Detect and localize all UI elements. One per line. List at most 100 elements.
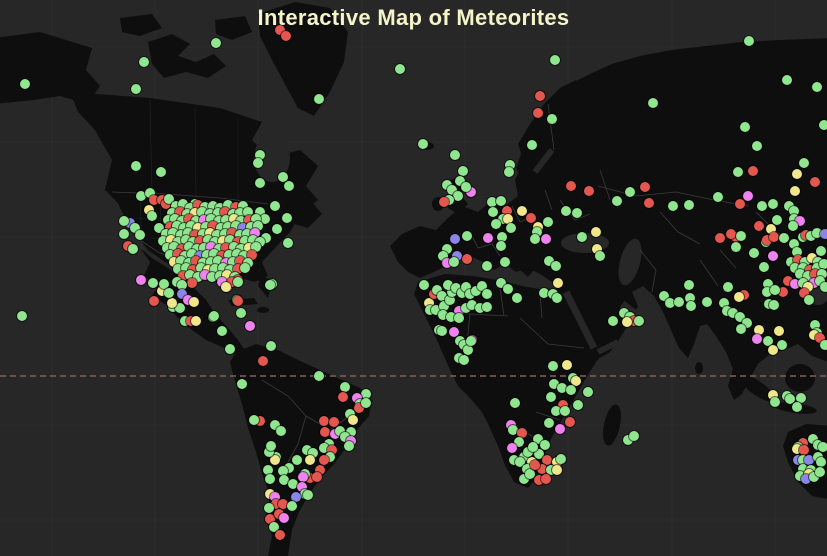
meteorite-point[interactable] xyxy=(461,182,471,192)
meteorite-point[interactable] xyxy=(168,228,178,238)
meteorite-point[interactable] xyxy=(279,475,289,485)
meteorite-point[interactable] xyxy=(260,214,270,224)
meteorite-point[interactable] xyxy=(255,416,265,426)
meteorite-point[interactable] xyxy=(180,316,190,326)
meteorite-point[interactable] xyxy=(819,259,827,269)
meteorite-point[interactable] xyxy=(233,277,243,287)
meteorite-point[interactable] xyxy=(471,286,481,296)
meteorite-point[interactable] xyxy=(255,237,265,247)
meteorite-point[interactable] xyxy=(634,316,644,326)
meteorite-point[interactable] xyxy=(790,186,800,196)
meteorite-point[interactable] xyxy=(237,379,247,389)
meteorite-point[interactable] xyxy=(302,445,312,455)
meteorite-point[interactable] xyxy=(270,201,280,211)
meteorite-point[interactable] xyxy=(131,84,141,94)
meteorite-point[interactable] xyxy=(235,256,245,266)
meteorite-point[interactable] xyxy=(227,228,237,238)
meteorite-point[interactable] xyxy=(553,278,563,288)
meteorite-point[interactable] xyxy=(195,236,205,246)
meteorite-point[interactable] xyxy=(197,207,207,217)
meteorite-point[interactable] xyxy=(264,447,274,457)
meteorite-point[interactable] xyxy=(136,191,146,201)
meteorite-point[interactable] xyxy=(205,228,215,238)
meteorite-point[interactable] xyxy=(193,200,203,210)
meteorite-point[interactable] xyxy=(795,269,805,279)
meteorite-point[interactable] xyxy=(496,196,506,206)
meteorite-point[interactable] xyxy=(320,427,330,437)
meteorite-point[interactable] xyxy=(177,244,187,254)
meteorite-point[interactable] xyxy=(201,222,211,232)
meteorite-point[interactable] xyxy=(795,216,805,226)
meteorite-point[interactable] xyxy=(461,303,471,313)
meteorite-point[interactable] xyxy=(190,208,200,218)
meteorite-point[interactable] xyxy=(233,296,243,306)
meteorite-point[interactable] xyxy=(136,275,146,285)
meteorite-point[interactable] xyxy=(135,230,145,240)
meteorite-point[interactable] xyxy=(218,263,228,273)
meteorite-point[interactable] xyxy=(154,223,164,233)
meteorite-point[interactable] xyxy=(482,302,492,312)
meteorite-point[interactable] xyxy=(552,465,562,475)
meteorite-point[interactable] xyxy=(504,167,514,177)
meteorite-point[interactable] xyxy=(225,344,235,354)
meteorite-point[interactable] xyxy=(503,284,513,294)
meteorite-point[interactable] xyxy=(346,427,356,437)
meteorite-point[interactable] xyxy=(216,223,226,233)
meteorite-point[interactable] xyxy=(169,242,179,252)
meteorite-point[interactable] xyxy=(223,200,233,210)
meteorite-point[interactable] xyxy=(245,321,255,331)
meteorite-point[interactable] xyxy=(255,150,265,160)
meteorite-point[interactable] xyxy=(212,230,222,240)
meteorite-point[interactable] xyxy=(789,206,799,216)
meteorite-point[interactable] xyxy=(149,195,159,205)
meteorite-point[interactable] xyxy=(180,251,190,261)
meteorite-point[interactable] xyxy=(812,263,822,273)
meteorite-point[interactable] xyxy=(275,25,285,35)
meteorite-point[interactable] xyxy=(265,474,275,484)
meteorite-point[interactable] xyxy=(800,257,810,267)
meteorite-point[interactable] xyxy=(287,501,297,511)
meteorite-point[interactable] xyxy=(251,214,261,224)
meteorite-point[interactable] xyxy=(165,222,175,232)
meteorite-point[interactable] xyxy=(442,180,452,190)
meteorite-point[interactable] xyxy=(229,214,239,224)
meteorite-point[interactable] xyxy=(242,229,252,239)
meteorite-point[interactable] xyxy=(172,221,182,231)
meteorite-point[interactable] xyxy=(779,233,789,243)
meteorite-point[interactable] xyxy=(544,256,554,266)
meteorite-point[interactable] xyxy=(512,293,522,303)
meteorite-point[interactable] xyxy=(175,303,185,313)
meteorite-point[interactable] xyxy=(442,244,452,254)
meteorite-point[interactable] xyxy=(176,230,186,240)
meteorite-point[interactable] xyxy=(130,223,140,233)
meteorite-point[interactable] xyxy=(789,214,799,224)
meteorite-point[interactable] xyxy=(735,199,745,209)
meteorite-point[interactable] xyxy=(163,215,173,225)
meteorite-point[interactable] xyxy=(549,379,559,389)
meteorite-point[interactable] xyxy=(335,426,345,436)
meteorite-point[interactable] xyxy=(183,228,193,238)
meteorite-point[interactable] xyxy=(798,263,808,273)
meteorite-point[interactable] xyxy=(191,216,201,226)
meteorite-point[interactable] xyxy=(419,280,429,290)
meteorite-point[interactable] xyxy=(749,248,759,258)
meteorite-point[interactable] xyxy=(265,280,275,290)
meteorite-point[interactable] xyxy=(558,400,568,410)
meteorite-point[interactable] xyxy=(171,201,181,211)
meteorite-point[interactable] xyxy=(713,192,723,202)
meteorite-point[interactable] xyxy=(541,234,551,244)
meteorite-point[interactable] xyxy=(803,271,813,281)
meteorite-point[interactable] xyxy=(442,258,452,268)
meteorite-point[interactable] xyxy=(763,336,773,346)
meteorite-point[interactable] xyxy=(284,463,294,473)
meteorite-point[interactable] xyxy=(763,279,773,289)
meteorite-point[interactable] xyxy=(510,398,520,408)
meteorite-point[interactable] xyxy=(509,455,519,465)
meteorite-point[interactable] xyxy=(768,345,778,355)
meteorite-point[interactable] xyxy=(444,195,454,205)
meteorite-point[interactable] xyxy=(461,282,471,292)
meteorite-point[interactable] xyxy=(125,218,135,228)
meteorite-point[interactable] xyxy=(231,221,241,231)
meteorite-point[interactable] xyxy=(451,283,461,293)
meteorite-point[interactable] xyxy=(446,312,456,322)
